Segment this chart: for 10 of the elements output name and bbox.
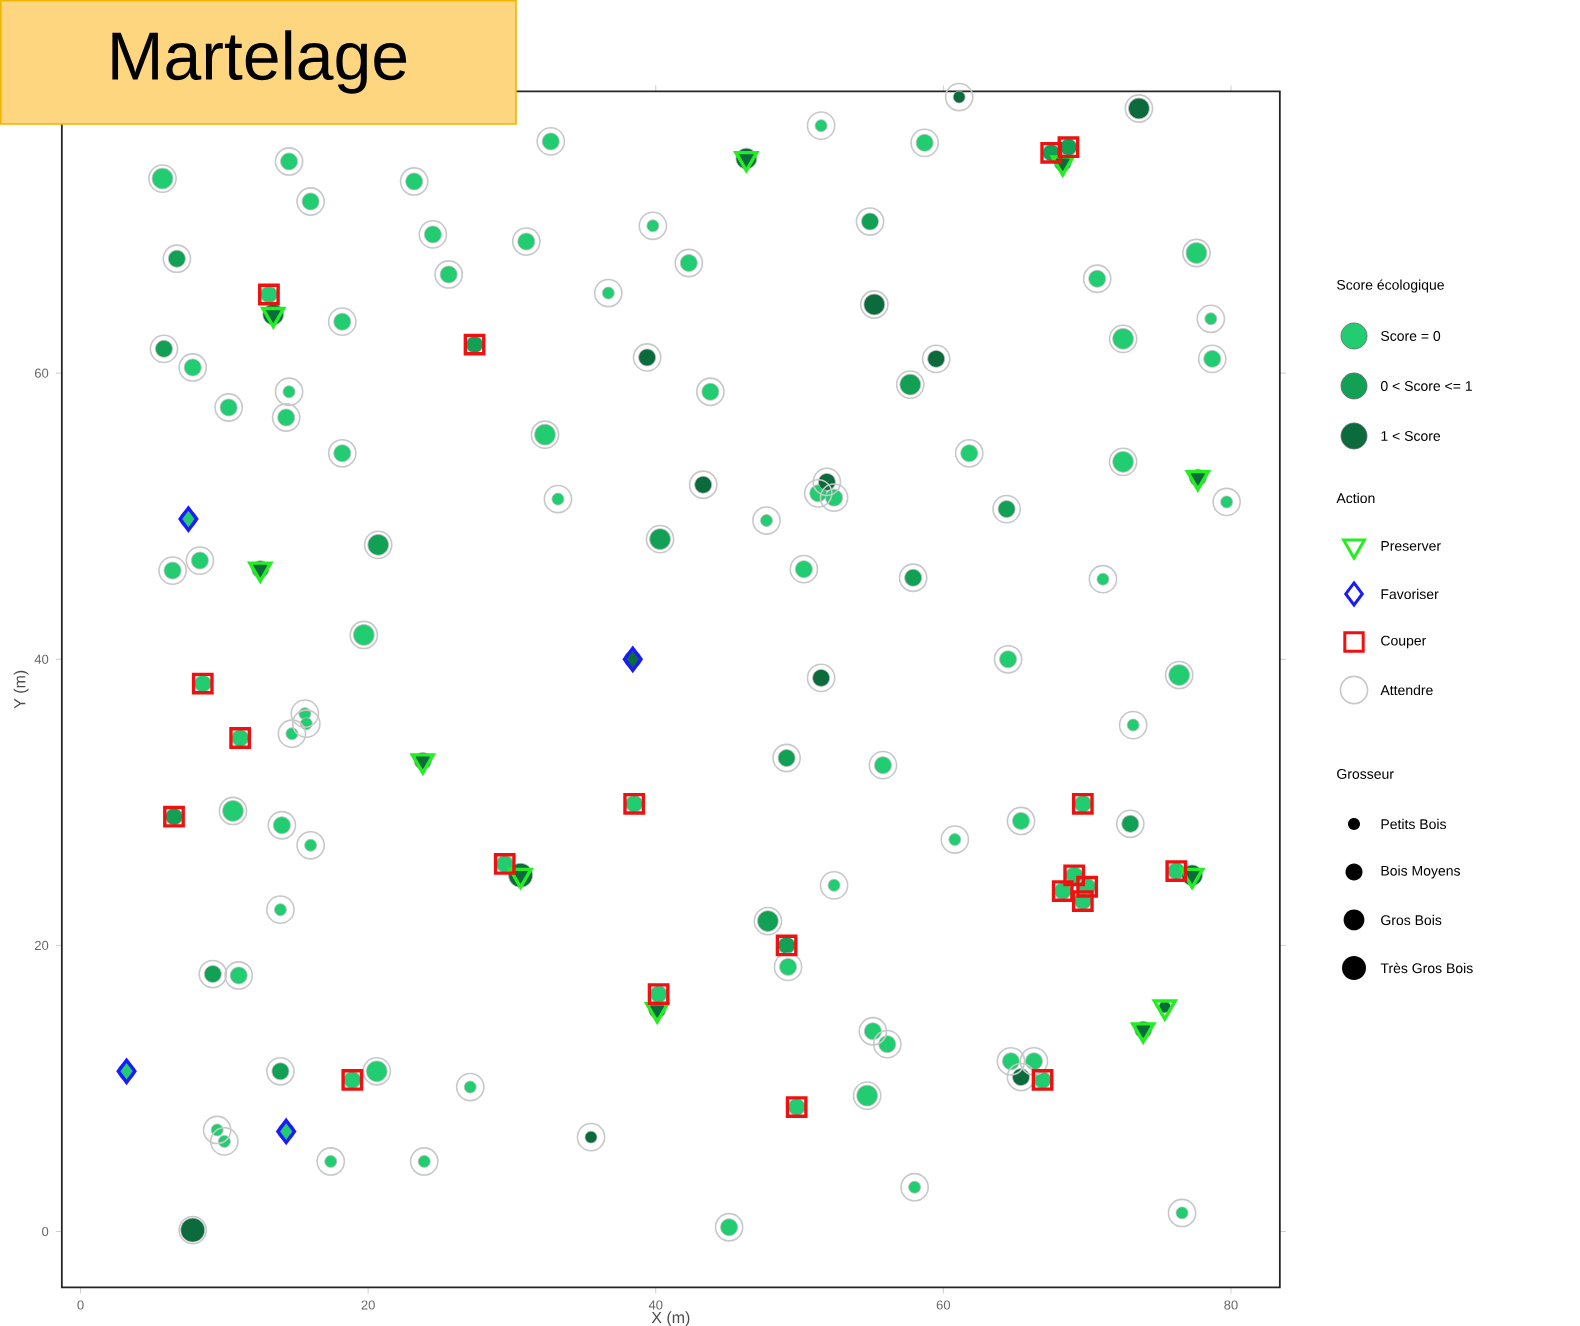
chart-title: Martelage — [112, 30, 407, 94]
point — [410, 753, 435, 775]
point — [1050, 155, 1075, 177]
point — [1185, 469, 1210, 492]
point — [1131, 1022, 1156, 1044]
point — [645, 1002, 670, 1024]
y-axis-title: Y (m) — [13, 670, 29, 709]
point — [508, 867, 533, 890]
x-axis-title: X (m) — [651, 1311, 690, 1326]
point — [1152, 999, 1177, 1021]
